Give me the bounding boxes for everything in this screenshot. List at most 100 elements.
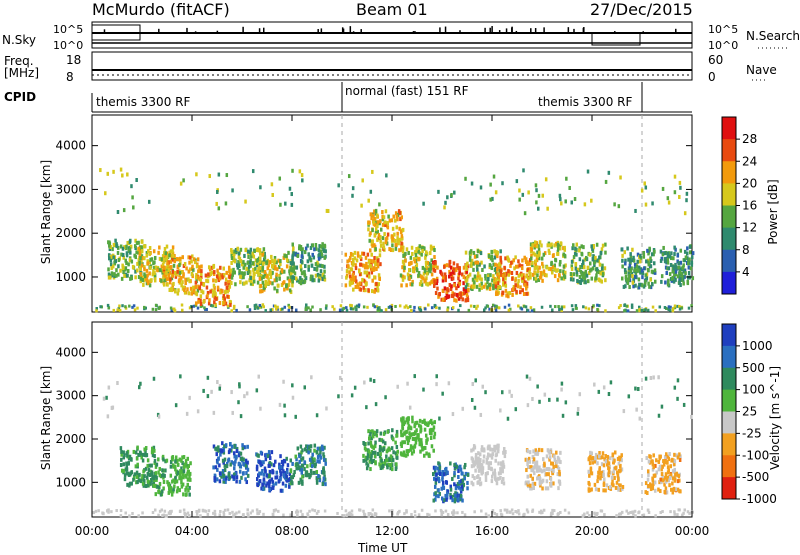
velocity-panel-data-cell <box>175 479 179 484</box>
power-panel-data-cell <box>207 265 211 270</box>
power-panel-data-cell <box>204 273 208 278</box>
power-panel-data-cell <box>369 263 372 268</box>
velocity-panel-data-cell <box>184 487 187 492</box>
velocity-panel-data-cell <box>278 465 281 470</box>
velocity-panel-colorbar-swatch <box>722 477 736 500</box>
power-panel-data-cell <box>676 274 680 279</box>
power-panel-data-cell <box>345 269 349 274</box>
power-panel-data-cell <box>162 257 166 262</box>
velocity-panel-data-cell <box>382 431 386 436</box>
velocity-panel-data-cell <box>311 460 315 465</box>
velocity-panel-data-cell <box>225 461 229 466</box>
power-panel-data-cell <box>134 275 137 280</box>
velocity-panel-data-cell <box>178 476 181 481</box>
velocity-panel-data-cell <box>300 450 303 455</box>
power-panel-data-cell <box>190 259 193 264</box>
power-panel-data-cell <box>221 296 225 301</box>
power-panel-data-cell <box>504 256 507 261</box>
power-panel-data-cell <box>536 254 539 259</box>
velocity-panel-data-cell <box>557 486 560 491</box>
velocity-panel-data-cell <box>303 385 307 390</box>
velocity-panel-data-cell <box>230 460 233 465</box>
power-panel-data-cell <box>397 241 400 246</box>
velocity-panel-data-cell <box>421 446 425 451</box>
power-panel-data-cell <box>634 208 637 213</box>
power-panel-data-cell <box>573 197 577 202</box>
velocity-panel-gate-cell <box>94 509 98 513</box>
power-panel-data-cell <box>435 281 439 286</box>
power-panel-data-cell <box>632 284 635 289</box>
power-panel-data-cell <box>596 258 599 263</box>
velocity-panel-data-cell <box>644 490 648 495</box>
power-panel-data-cell <box>249 281 253 286</box>
power-panel-data-cell <box>238 256 242 261</box>
velocity-panel-data-cell <box>600 473 604 478</box>
power-panel-data-cell <box>411 251 414 256</box>
power-panel-data-cell <box>400 244 403 249</box>
power-panel-data-cell <box>654 279 657 284</box>
power-panel-data-cell <box>601 269 604 274</box>
power-panel-data-cell <box>674 277 677 282</box>
power-panel-data-cell <box>313 278 316 283</box>
velocity-panel-data-cell <box>350 393 354 398</box>
power-panel-data-cell <box>451 291 454 296</box>
velocity-panel-data-cell <box>291 395 295 400</box>
power-panel-data-cell <box>652 261 656 266</box>
power-panel-data-cell <box>396 236 399 241</box>
power-panel-data-cell <box>412 268 415 273</box>
velocity-panel-data-cell <box>240 456 244 461</box>
velocity-panel-data-cell <box>138 472 141 477</box>
power-panel-data-cell <box>233 249 236 254</box>
velocity-panel-data-cell <box>375 429 379 434</box>
velocity-panel-data-cell <box>657 459 661 464</box>
power-panel-gate-cell <box>355 308 358 312</box>
power-panel-data-cell <box>180 283 183 288</box>
velocity-panel-data-cell <box>663 489 666 494</box>
velocity-panel-data-cell <box>222 448 225 453</box>
velocity-panel-data-cell <box>311 452 314 457</box>
power-panel-gate-cell <box>387 305 391 309</box>
power-panel-data-cell <box>378 248 382 253</box>
velocity-panel-gate-cell <box>350 513 354 517</box>
velocity-panel-data-cell <box>591 460 595 465</box>
velocity-panel-data-cell <box>157 485 161 490</box>
velocity-panel-gate-cell <box>509 510 512 514</box>
velocity-panel-data-cell <box>322 452 325 457</box>
velocity-panel-data-cell <box>279 468 282 473</box>
power-panel-data-cell <box>348 258 351 263</box>
velocity-panel-data-cell <box>123 453 126 458</box>
power-panel-data-cell <box>513 287 517 292</box>
power-panel-data-cell <box>230 275 234 280</box>
velocity-panel-data-cell <box>289 469 293 474</box>
power-panel-data-cell <box>650 252 654 257</box>
power-panel-data-cell <box>227 265 231 270</box>
power-panel-data-cell <box>556 242 560 247</box>
velocity-panel-data-cell <box>663 454 667 459</box>
power-panel-data-cell <box>353 256 357 261</box>
power-panel-data-cell <box>142 244 146 249</box>
velocity-panel-data-cell <box>678 478 681 483</box>
power-panel-gate-cell <box>384 308 388 312</box>
power-panel-data-cell <box>159 268 162 273</box>
power-panel-data-cell <box>136 268 139 273</box>
power-panel-data-cell <box>680 271 683 276</box>
power-panel-data-cell <box>394 218 397 223</box>
velocity-panel-gate-cell <box>246 512 249 516</box>
power-panel-data-cell <box>174 289 177 294</box>
power-panel-data-cell <box>662 245 665 250</box>
power-panel-data-cell <box>679 260 683 265</box>
power-panel-data-cell <box>241 262 244 267</box>
power-panel-data-cell <box>415 263 419 268</box>
velocity-panel-data-cell <box>394 466 398 471</box>
power-panel-data-cell <box>209 272 213 277</box>
power-panel-data-cell <box>169 249 173 254</box>
power-panel-data-cell <box>213 300 216 305</box>
velocity-panel-data-cell <box>318 459 321 464</box>
velocity-panel-gate-cell <box>551 511 554 515</box>
velocity-panel-data-cell <box>232 472 236 477</box>
power-panel-data-cell <box>439 269 442 274</box>
power-panel-data-cell <box>562 269 565 274</box>
velocity-panel-data-cell <box>497 461 500 466</box>
velocity-panel-data-cell <box>262 460 265 465</box>
velocity-panel-data-cell <box>386 458 390 463</box>
